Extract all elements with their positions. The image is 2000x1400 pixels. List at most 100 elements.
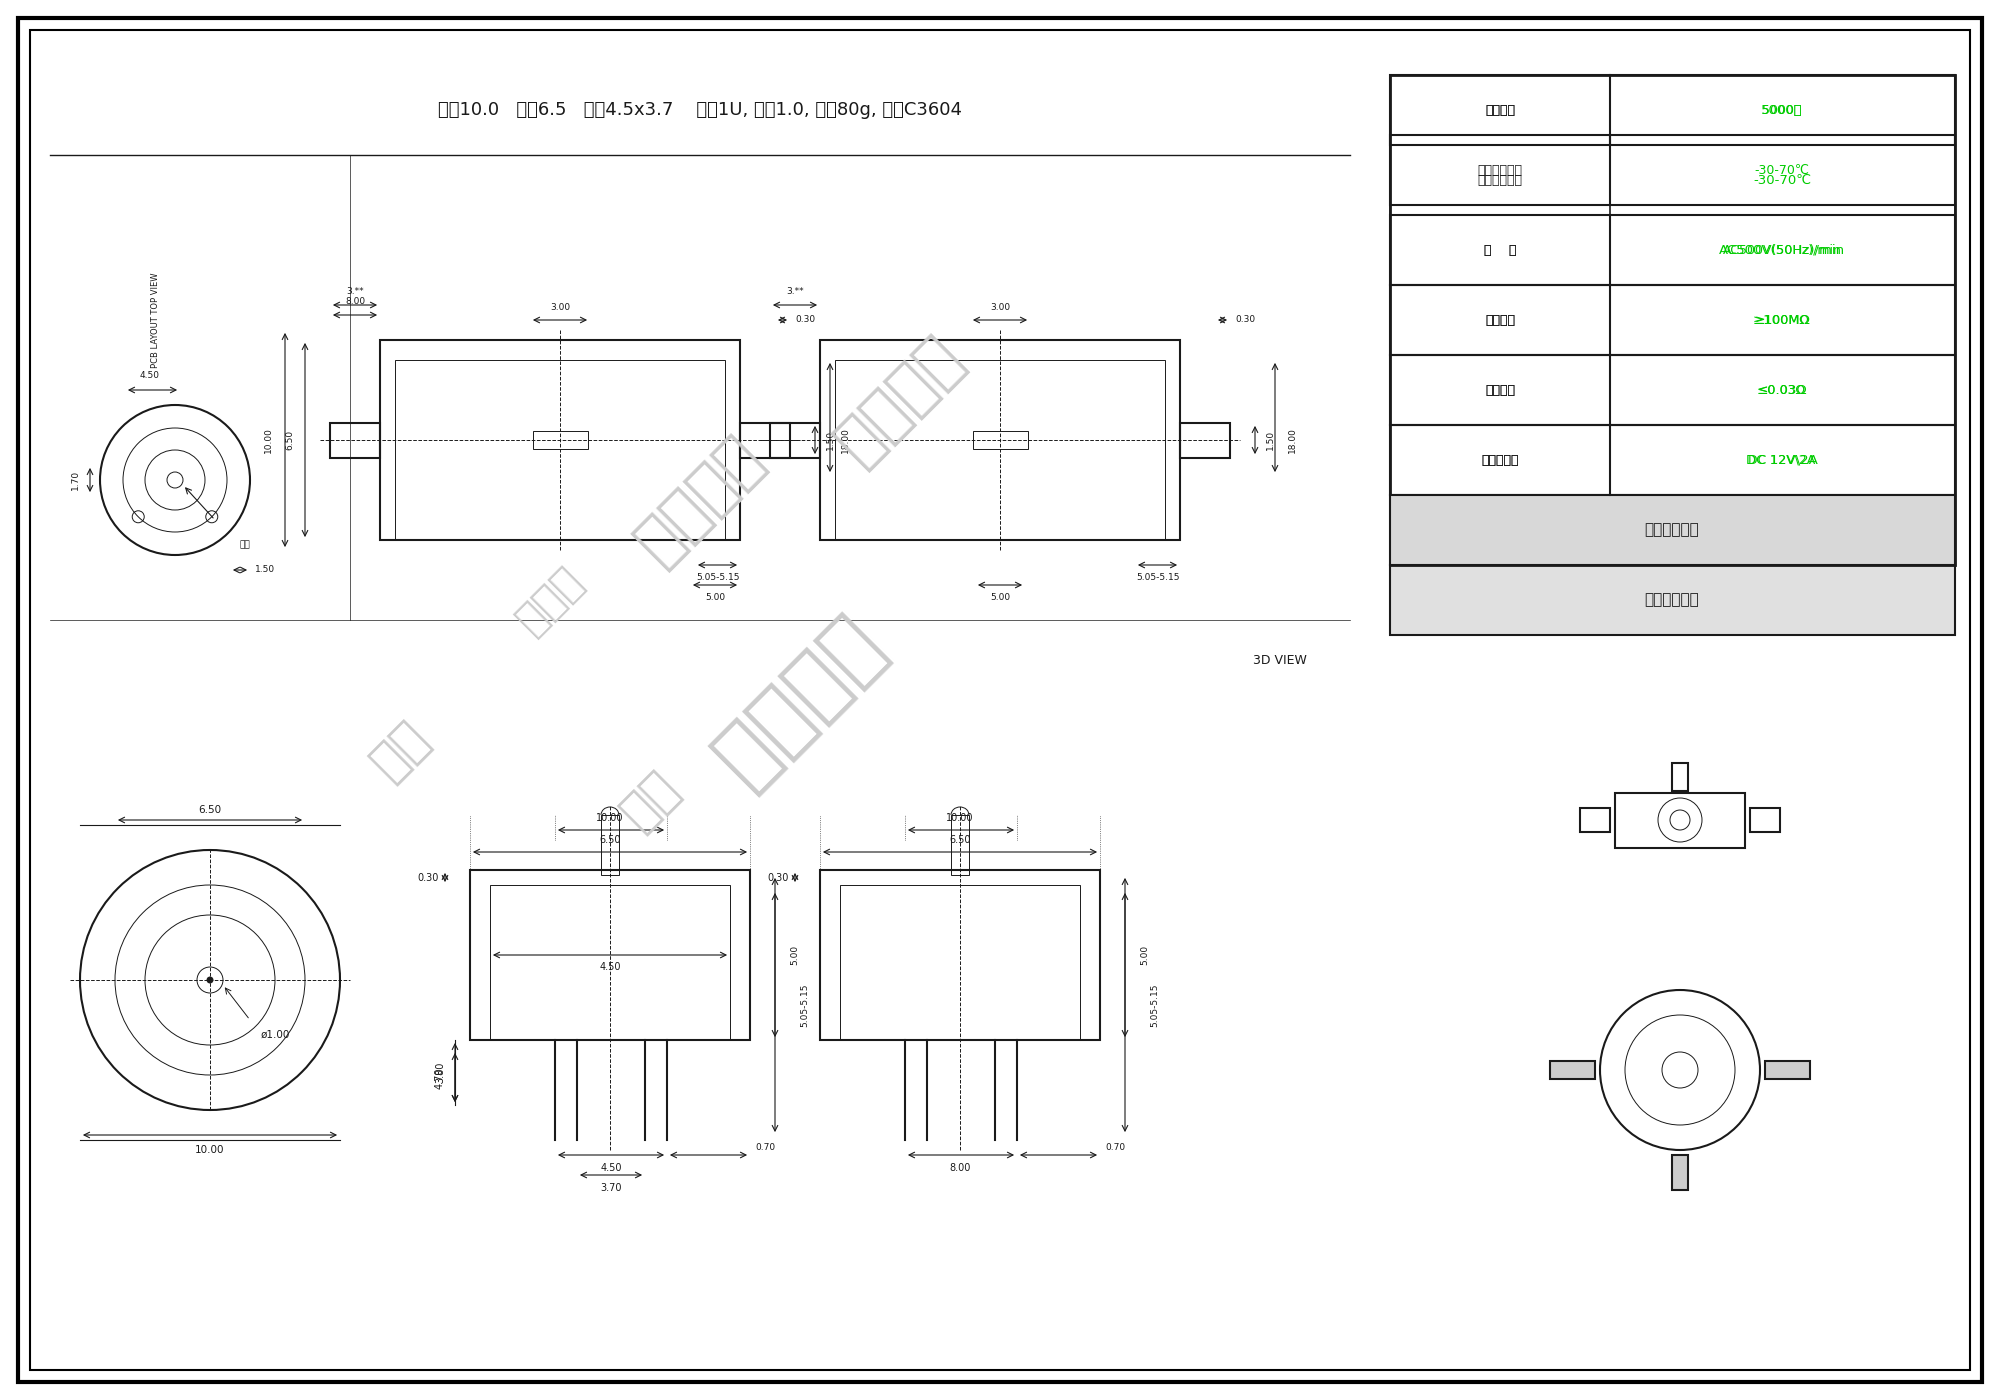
Text: 品牌: 品牌 [362,713,438,788]
Text: 5.00: 5.00 [1140,945,1150,965]
Bar [532,431,588,449]
Circle shape [208,977,212,983]
Text: 1.50: 1.50 [254,566,276,574]
Text: 绝缘电阻: 绝缘电阻 [1484,314,1516,326]
Text: ø1.00: ø1.00 [260,1030,290,1040]
Text: 5.05-5.15: 5.05-5.15 [696,574,740,582]
Bar [770,423,820,458]
Text: 0.30: 0.30 [794,315,816,325]
Bar [820,869,1100,1040]
Text: 6.50: 6.50 [600,834,620,846]
Text: 10.00: 10.00 [596,813,624,823]
Text: 百家: 百家 [612,763,688,837]
Text: 4.50: 4.50 [140,371,160,379]
Bar [1390,134,1956,204]
Text: 4.50: 4.50 [600,962,620,972]
Text: 使用寿命: 使用寿命 [1484,104,1516,116]
Bar [1390,216,1956,286]
Text: 使用温度范围: 使用温度范围 [1478,174,1522,186]
Bar [1616,792,1744,848]
Text: 3.00: 3.00 [550,302,570,312]
Text: 1.70: 1.70 [70,470,80,490]
Bar [1766,1061,1810,1079]
Text: 0.70: 0.70 [1104,1144,1126,1152]
Bar [1180,423,1230,458]
Text: 10.00: 10.00 [196,1145,224,1155]
Bar [470,869,750,1040]
Text: AC500V(50Hz)/min: AC500V(50Hz)/min [1718,244,1846,256]
Bar [330,423,380,458]
Text: -30-70℃: -30-70℃ [1752,174,1812,186]
Bar [1390,76,1956,146]
Text: 0.30: 0.30 [1234,315,1256,325]
Text: 5.05-5.15: 5.05-5.15 [800,983,810,1026]
Text: 直径10.0   前面6.5   脚位4.5x3.7    镀金1U, 行程1.0, 力度80g, 黄铜C3604: 直径10.0 前面6.5 脚位4.5x3.7 镀金1U, 行程1.0, 力度80… [438,101,962,119]
Text: 0.30: 0.30 [768,874,788,883]
Bar [840,885,1080,1040]
Text: -30-70℃: -30-70℃ [1754,164,1810,176]
Text: PCB LAYOUT TOP VIEW: PCB LAYOUT TOP VIEW [150,272,160,368]
Text: 0.70: 0.70 [754,1144,776,1152]
Bar [1390,496,1956,566]
Bar [820,340,1180,540]
Text: 5000次: 5000次 [1762,104,1802,116]
Text: 耐    压: 耐 压 [1484,244,1516,256]
Text: AC500V(50Hz)/min: AC500V(50Hz)/min [1722,244,1842,256]
Bar [1390,426,1956,496]
Bar [1390,426,1956,496]
Text: 18.00: 18.00 [1288,427,1296,454]
Text: 3.70: 3.70 [600,1183,622,1193]
Text: 18.00: 18.00 [840,427,850,454]
Text: 4.50: 4.50 [600,1163,622,1173]
Text: 品牌物流: 品牌物流 [826,326,974,475]
Bar [1390,216,1956,286]
Text: 主要技术性能: 主要技术性能 [1644,592,1700,608]
Text: 孔径: 孔径 [240,540,250,549]
Text: 耐    压: 耐 压 [1484,244,1516,256]
Text: 接触电阻: 接触电阻 [1484,384,1516,396]
Text: 3.80: 3.80 [436,1061,444,1082]
Text: 8.00: 8.00 [950,1163,970,1173]
Bar [396,360,724,540]
Bar [1390,356,1956,426]
Text: 价格齐全: 价格齐全 [626,426,774,574]
Text: 10.00: 10.00 [946,813,974,823]
Text: 工厂直销: 工厂直销 [700,601,900,799]
Text: ≤0.03Ω: ≤0.03Ω [1758,384,1806,396]
Text: 深圳市: 深圳市 [508,559,592,641]
Text: 3D VIEW: 3D VIEW [1254,654,1306,666]
Text: 绝缘电阻: 绝缘电阻 [1484,314,1516,326]
Bar [1672,763,1688,791]
Text: 5.00: 5.00 [704,594,726,602]
Text: DC 12V\2A: DC 12V\2A [1748,454,1816,466]
Text: 4.70: 4.70 [436,1067,444,1089]
Text: 5.05-5.15: 5.05-5.15 [1136,574,1180,582]
Bar [952,815,968,875]
Bar [1390,566,1956,636]
Bar [380,340,740,540]
Bar [1750,808,1780,832]
Bar [1390,286,1956,356]
Text: 1.50: 1.50 [1266,430,1274,449]
Bar [1580,808,1610,832]
Text: 3.**: 3.** [786,287,804,297]
Bar [1390,76,1956,566]
Text: 10.00: 10.00 [264,427,272,454]
Bar [836,360,1164,540]
Text: 1.50: 1.50 [826,430,834,449]
Bar [1390,146,1956,216]
Text: 0.30: 0.30 [418,874,438,883]
Text: 接触电阻: 接触电阻 [1484,384,1516,396]
Text: 5000次: 5000次 [1762,104,1802,116]
Text: ≥100MΩ: ≥100MΩ [1754,314,1810,326]
Text: 5.00: 5.00 [790,945,800,965]
Text: DC 12V\2A: DC 12V\2A [1746,454,1818,466]
Bar [740,423,790,458]
Bar [972,431,1028,449]
Text: 6.50: 6.50 [286,430,294,449]
Text: 使用寿命: 使用寿命 [1484,104,1516,116]
Text: 5.05-5.15: 5.05-5.15 [1150,983,1160,1026]
Text: 3.00: 3.00 [990,302,1010,312]
Bar [1390,286,1956,356]
Bar [490,885,730,1040]
